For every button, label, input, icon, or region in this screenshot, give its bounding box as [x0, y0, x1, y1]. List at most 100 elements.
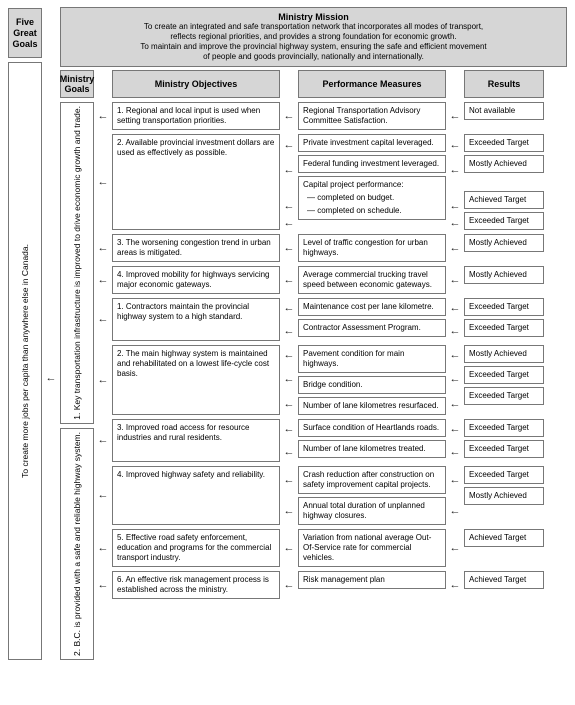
objective-row: ← 2. The main highway system is maintain…: [98, 345, 567, 415]
arrow-icon: ←: [450, 201, 461, 212]
objective-row: ← 4. Improved highway safety and reliabi…: [98, 466, 567, 525]
body-row: 1. Key transportation infrastructure is …: [60, 102, 567, 660]
five-great-goals-header-text: Five Great Goals: [12, 17, 37, 49]
arrow-icon: ←: [98, 435, 109, 446]
arrow-icon: ←: [98, 375, 109, 386]
arrow-icon: ←: [98, 275, 109, 286]
objective-row: ← 4. Improved mobility for highways serv…: [98, 266, 567, 294]
result-box: Mostly Achieved: [464, 266, 544, 284]
result-box: Mostly Achieved: [464, 345, 544, 363]
headers-row: Ministry Goals Ministry Objectives Perfo…: [60, 70, 567, 98]
arrow-icon: ←: [450, 543, 461, 554]
arrow-col: ←: [98, 571, 108, 599]
mission-line4: of people and goods provincially, nation…: [203, 52, 424, 61]
arrow-icon: ←: [450, 350, 461, 361]
pm-col: Crash reduction after construction on sa…: [298, 466, 446, 525]
pm-box: Surface condition of Heartlands roads.: [298, 419, 446, 437]
objective-box: 2. Available provincial investment dolla…: [112, 134, 280, 230]
goal1-strip: 1. Key transportation infrastructure is …: [60, 102, 94, 424]
mission-body: To create an integrated and safe transpo…: [69, 22, 558, 62]
arrow-col: ←←: [450, 466, 460, 525]
arrow-icon: ←: [450, 243, 461, 254]
five-great-goals-body-box: To create more jobs per capita than anyw…: [8, 62, 42, 659]
arrow-col: ←: [450, 102, 460, 130]
arrow-col: ←: [98, 102, 108, 130]
pm-col: Variation from national average Out-Of-S…: [298, 529, 446, 567]
objective-row: ← 1. Regional and local input is used wh…: [98, 102, 567, 130]
arrow-col: ←: [450, 571, 460, 599]
pm-box: Annual total duration of unplanned highw…: [298, 497, 446, 525]
arrow-icon: ←: [450, 218, 461, 229]
mission-line1: To create an integrated and safe transpo…: [144, 22, 483, 31]
arrow-icon: ←: [450, 275, 461, 286]
arrow-icon: ←: [284, 165, 295, 176]
arrow-icon: ←: [450, 303, 461, 314]
pm-box: Crash reduction after construction on sa…: [298, 466, 446, 494]
header-performance: Performance Measures: [298, 70, 446, 98]
pm-col: Maintenance cost per lane kilometre. Cont…: [298, 298, 446, 341]
arrow-icon: ←: [284, 475, 295, 486]
arrow-icon: ←: [450, 399, 461, 410]
five-great-goals-header: Five Great Goals: [8, 8, 42, 58]
arrow-icon: ←: [284, 399, 295, 410]
arrow-col: ←: [98, 466, 108, 525]
result-box: Achieved Target: [464, 529, 544, 547]
header-objectives: Ministry Objectives: [112, 70, 280, 98]
objective-row: ← 1. Contractors maintain the provincial…: [98, 298, 567, 341]
pm-box: Number of lane kilometres resurfaced.: [298, 397, 446, 415]
arrow-icon: ←: [450, 424, 461, 435]
pm-box: Variation from national average Out-Of-S…: [298, 529, 446, 567]
pm-box: Risk management plan: [298, 571, 446, 589]
objective-box: 6. An effective risk management process …: [112, 571, 280, 599]
result-box: Not available: [464, 102, 544, 120]
arrow-icon: ←: [450, 374, 461, 385]
result-col: Mostly Achieved: [464, 266, 544, 294]
pm-line: — completed on schedule.: [303, 206, 441, 216]
result-box: Exceeded Target: [464, 298, 544, 316]
arrow-icon: ←: [284, 303, 295, 314]
objective-row: ← 6. An effective risk management proces…: [98, 571, 567, 599]
arrow-icon: ←: [284, 140, 295, 151]
pm-col: Risk management plan: [298, 571, 446, 599]
result-box: Mostly Achieved: [464, 234, 544, 252]
pm-box: Contractor Assessment Program.: [298, 319, 446, 337]
objective-box: 3. Improved road access for resource ind…: [112, 419, 280, 462]
result-col: Mostly Achieved: [464, 234, 544, 262]
result-box: Exceeded Target: [464, 466, 544, 484]
arrow-icon: ←: [284, 374, 295, 385]
arrow-icon: ←: [284, 506, 295, 517]
arrow-col: ←: [98, 345, 108, 415]
result-col: Mostly AchievedExceeded TargetExceeded T…: [464, 345, 544, 415]
pm-col: Regional Transportation Advisory Committ…: [298, 102, 446, 130]
result-box: Achieved Target: [464, 571, 544, 589]
objective-row: ← 5. Effective road safety enforcement, …: [98, 529, 567, 567]
arrow-icon: ←: [284, 111, 295, 122]
pm-box: Private investment capital leveraged.: [298, 134, 446, 152]
pm-box: Number of lane kilometres treated.: [298, 440, 446, 458]
result-box: Exceeded Target: [464, 440, 544, 458]
objective-box: 5. Effective road safety enforcement, ed…: [112, 529, 280, 567]
pm-box: Pavement condition for main highways.: [298, 345, 446, 373]
objective-box: 2. The main highway system is maintained…: [112, 345, 280, 415]
pm-box: Maintenance cost per lane kilometre.: [298, 298, 446, 316]
pm-col: Average commercial trucking travel speed…: [298, 266, 446, 294]
arrow-col: ←←: [284, 466, 294, 525]
result-box: Mostly Achieved: [464, 155, 544, 173]
pm-col: Level of traffic congestion for urban hi…: [298, 234, 446, 262]
arrow-icon: ←: [284, 424, 295, 435]
goal1-label: 1. Key transportation infrastructure is …: [72, 106, 82, 420]
five-great-goals-body-text: To create more jobs per capita than anyw…: [20, 244, 30, 478]
result-col: Exceeded TargetExceeded Target: [464, 419, 544, 462]
goal1-section: ← 1. Regional and local input is used wh…: [98, 102, 567, 294]
arrow-col: ←: [284, 102, 294, 130]
result-box: Achieved Target: [464, 191, 544, 209]
arrow-icon: ←: [284, 218, 295, 229]
content-col: ← 1. Regional and local input is used wh…: [98, 102, 567, 660]
root: Five Great Goals To create more jobs per…: [8, 8, 567, 660]
arrow-icon: ←: [450, 447, 461, 458]
arrow-icon: ←: [284, 243, 295, 254]
result-box: Exceeded Target: [464, 366, 544, 384]
arrow-icon: ←: [284, 201, 295, 212]
mission-line2: reflects regional priorities, and provid…: [170, 32, 456, 41]
mission-box: Ministry Mission To create an integrated…: [60, 7, 567, 67]
